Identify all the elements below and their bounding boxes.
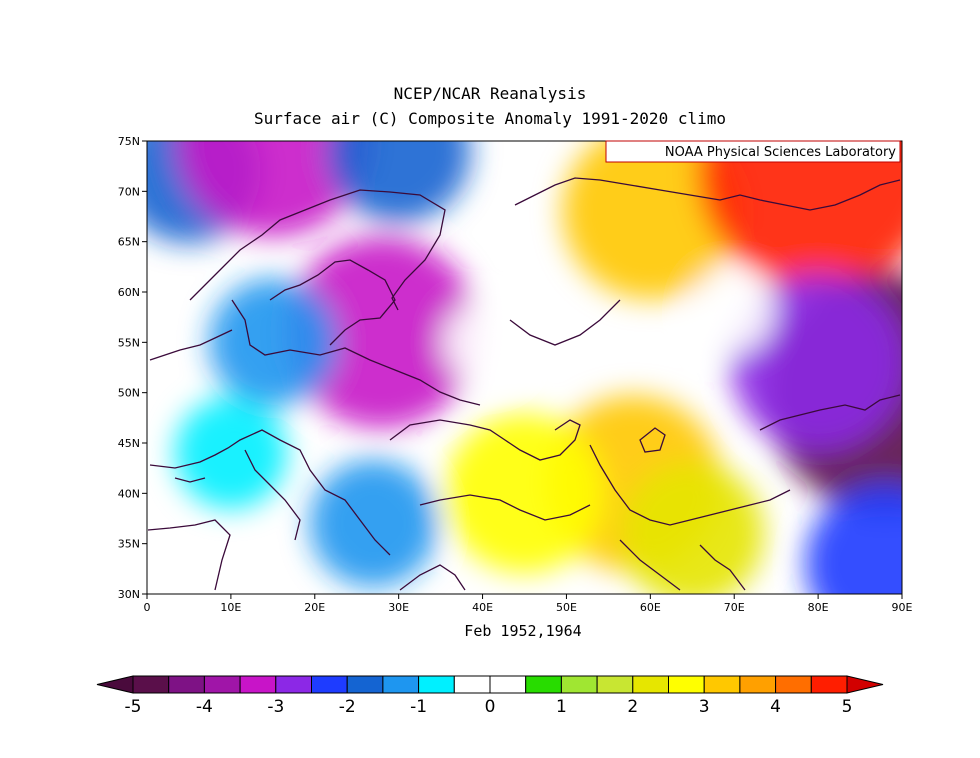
colorbar-label: -4: [196, 697, 213, 717]
colorbar-swatch: [168, 675, 205, 694]
credit-text: NOAA Physical Sciences Laboratory: [665, 145, 896, 160]
anomaly-cell-3: [285, 236, 478, 429]
colorbar-swatch: [775, 675, 812, 694]
colorbar-swatch: [489, 675, 527, 694]
lat-tick-label: 40N: [118, 487, 140, 500]
colorbar-label: -2: [339, 697, 356, 717]
colorbar: -5 -4 -3 -2 -1 0 1 2 3 4 5: [96, 675, 884, 717]
lon-axis: 0 10E 20E 30E 40E 50E 60E 70E 80E 90E: [144, 594, 913, 614]
colorbar-swatch: [810, 675, 848, 694]
anomaly-cell-14: [805, 483, 902, 594]
colorbar-swatch: [275, 675, 312, 694]
colorbar-swatch: [346, 675, 384, 694]
lat-tick-label: 30N: [118, 588, 140, 601]
anomaly-cell-4: [208, 278, 337, 407]
anomaly-cell-8: [698, 141, 902, 292]
colorbar-under-arrow: [96, 675, 134, 694]
anomaly-cell-6: [309, 459, 438, 588]
colorbar-swatch: [668, 675, 705, 694]
coastlines: [147, 177, 901, 591]
colorbar-swatch: [132, 675, 170, 694]
colorbar-swatch: [525, 675, 562, 694]
lon-tick-label: 10E: [220, 601, 241, 614]
lon-tick-label: 80E: [808, 601, 829, 614]
colorbar-label: 0: [485, 697, 496, 717]
lon-tick-label: 40E: [472, 601, 493, 614]
lon-tick-label: 0: [144, 601, 151, 614]
colorbar-label: 3: [699, 697, 710, 717]
anomaly-cell-15: [442, 302, 523, 383]
lat-axis: 30N 35N 40N 45N 50N 55N 60N 65N 70N 75N: [118, 135, 147, 601]
x-axis-label: Feb 1952,1964: [464, 622, 582, 640]
colorbar-swatch: [418, 675, 455, 694]
colorbar-label: 2: [627, 697, 638, 717]
lat-tick-label: 55N: [118, 336, 140, 349]
colorbar-swatch: [453, 675, 491, 694]
anomaly-cell-5: [174, 397, 287, 510]
anomaly-cell-16: [694, 272, 775, 353]
lat-tick-label: 35N: [118, 538, 140, 551]
colorbar-swatch: [311, 675, 348, 694]
anomaly-cell-1: [176, 141, 369, 237]
colorbar-swatch: [739, 675, 777, 694]
colorbar-swatch: [239, 675, 277, 694]
credit-box: [605, 140, 901, 163]
colorbar-swatch: [703, 675, 741, 694]
lon-tick-label: 60E: [640, 601, 661, 614]
lon-tick-label: 70E: [724, 601, 745, 614]
title-line-2: Surface air (C) Composite Anomaly 1991-2…: [253, 109, 726, 128]
lat-tick-label: 70N: [118, 185, 140, 198]
lat-tick-label: 60N: [118, 286, 140, 299]
colorbar-swatch: [382, 675, 420, 694]
colorbar-label: -3: [267, 697, 284, 717]
anomaly-cell-10: [444, 413, 605, 574]
colorbar-label: -1: [410, 697, 427, 717]
colorbar-label: 1: [556, 697, 567, 717]
lat-tick-label: 45N: [118, 437, 140, 450]
lat-tick-label: 65N: [118, 236, 140, 249]
lat-tick-label: 50N: [118, 387, 140, 400]
lon-tick-label: 20E: [304, 601, 325, 614]
colorbar-label: 4: [770, 697, 781, 717]
lon-tick-label: 50E: [556, 601, 577, 614]
anomaly-cell-11: [620, 461, 765, 594]
colorbar-over-arrow: [846, 675, 884, 694]
title-line-1: NCEP/NCAR Reanalysis: [393, 84, 587, 103]
anomaly-cell-2: [326, 141, 471, 224]
colorbar-label: -5: [125, 697, 142, 717]
colorbar-swatch: [560, 675, 598, 694]
colorbar-label: 5: [842, 697, 853, 717]
lon-tick-label: 90E: [892, 601, 913, 614]
lat-tick-label: 75N: [118, 135, 140, 148]
colorbar-swatch: [203, 675, 241, 694]
colorbar-swatch: [596, 675, 634, 694]
colorbar-swatch: [632, 675, 669, 694]
map-frame: [146, 140, 903, 595]
lon-tick-label: 30E: [388, 601, 409, 614]
